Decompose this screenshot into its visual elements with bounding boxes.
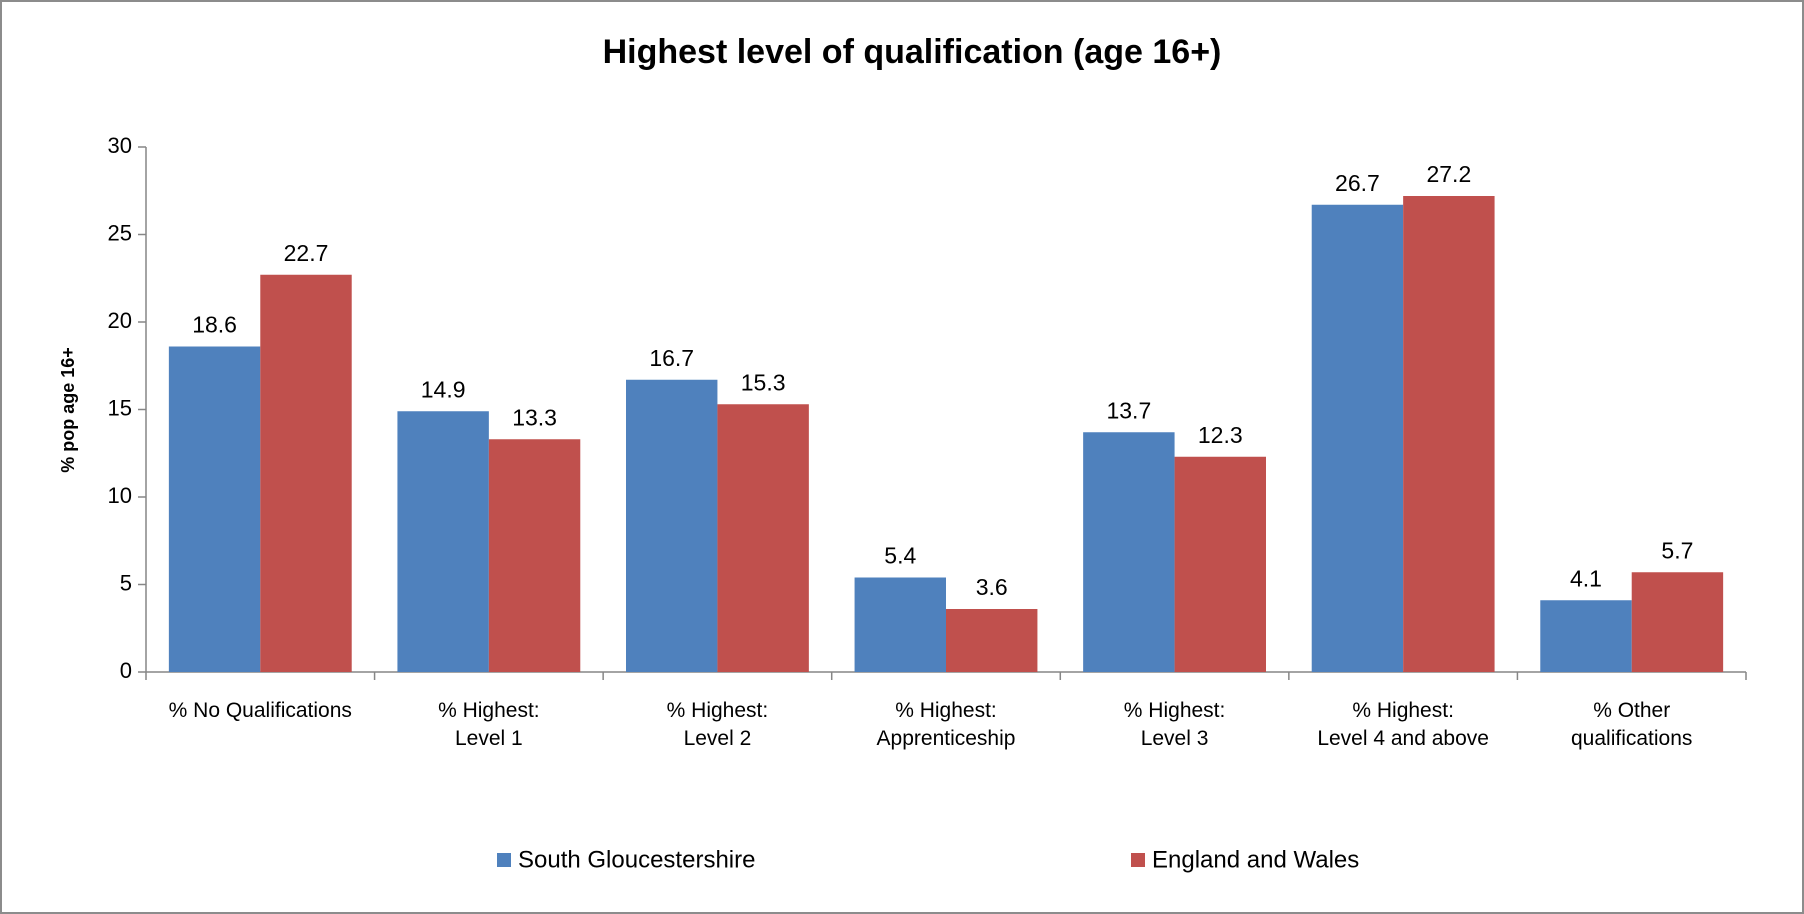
legend-swatch [1131, 853, 1145, 867]
bar [946, 609, 1038, 672]
data-label: 3.6 [976, 574, 1008, 600]
data-label: 18.6 [192, 312, 237, 338]
data-label: 26.7 [1335, 170, 1380, 196]
data-label: 14.9 [421, 376, 466, 402]
bar [626, 379, 718, 672]
x-tick-label: % Highest: Apprenticeship [877, 699, 1016, 750]
data-label: 13.7 [1106, 397, 1151, 423]
legend-label: South Gloucestershire [518, 846, 755, 873]
legend-swatch [497, 853, 511, 867]
y-tick-label: 25 [108, 220, 132, 245]
bar [397, 411, 489, 672]
data-label: 15.3 [741, 369, 786, 395]
y-tick-label: 20 [108, 308, 132, 333]
chart-title: Highest level of qualification (age 16+) [603, 33, 1222, 71]
bar [1631, 572, 1724, 672]
bar [854, 577, 946, 672]
bar [1311, 204, 1404, 672]
legend-label: England and Wales [1152, 846, 1359, 873]
data-label: 16.7 [649, 345, 694, 371]
data-label: 27.2 [1426, 161, 1471, 187]
x-tick-label: % Highest: Level 3 [1124, 699, 1226, 750]
x-tick-label: % Highest: Level 1 [438, 699, 540, 750]
data-label: 12.3 [1198, 422, 1243, 448]
y-tick-label: 30 [108, 133, 132, 158]
bar [168, 346, 261, 672]
x-tick-label: % Highest: Level 2 [667, 699, 769, 750]
bar [488, 439, 581, 672]
data-label: 5.7 [1661, 537, 1693, 563]
bar [1540, 600, 1632, 672]
bar [1174, 456, 1266, 672]
bar [717, 404, 809, 672]
y-tick-label: 0 [120, 658, 132, 683]
data-label: 13.3 [512, 404, 557, 430]
data-label: 5.4 [884, 543, 916, 569]
x-tick-label: % Highest: Level 4 and above [1317, 699, 1489, 750]
data-label: 4.1 [1570, 565, 1602, 591]
x-tick-label: % No Qualifications [169, 699, 352, 722]
bar [260, 274, 352, 672]
bar [1403, 196, 1495, 672]
y-tick-label: 15 [108, 395, 132, 420]
data-label: 22.7 [284, 240, 329, 266]
x-tick-label: % Other qualifications [1571, 699, 1692, 750]
y-axis-label: % pop age 16+ [58, 347, 78, 473]
y-tick-label: 10 [108, 483, 132, 508]
y-tick-label: 5 [120, 570, 132, 595]
bar [1083, 432, 1175, 672]
